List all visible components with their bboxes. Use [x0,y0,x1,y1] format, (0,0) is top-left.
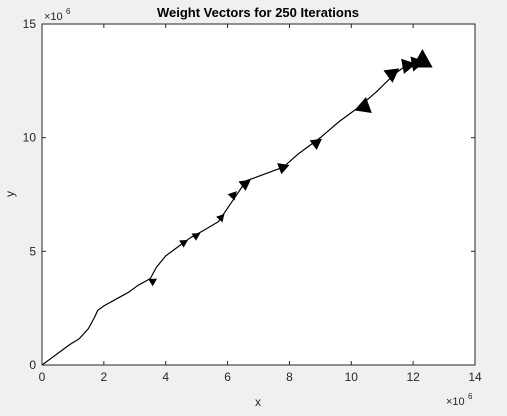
ticks: 0 2 4 6 8 10 12 14 0 5 10 15 [23,17,482,384]
x-tick-label-3: 6 [224,370,231,384]
y-tick-label-1: 5 [29,244,36,258]
x-axis-label: x [255,395,261,409]
x-exponent-power: 6 [468,392,473,401]
y-tick-label-2: 10 [23,131,37,145]
arrow-head-0 [148,278,158,287]
x-tick-label-7: 14 [468,370,482,384]
arrow-head-9 [383,68,400,83]
arrow-head-6 [277,163,290,175]
y-tick-label-0: 0 [29,358,36,372]
x-exponent-base: ×10 [446,396,465,408]
arrow-head-1 [179,239,188,248]
y-exponent-base: ×10 [44,11,63,23]
y-exponent-label: ×10 6 [44,7,71,23]
x-tick-label-2: 4 [162,370,169,384]
arrow-head-8 [354,97,372,114]
arrow-head-7 [309,138,322,151]
axes-box [41,23,476,366]
y-axis-label: y [3,191,17,197]
arrow-head-12 [412,49,433,68]
arrow-head-4 [227,191,237,201]
x-tick-label-6: 12 [406,370,420,384]
chart-title: Weight Vectors for 250 Iterations [157,5,359,20]
x-tick-label-5: 10 [345,370,359,384]
x-tick-label-0: 0 [39,370,46,384]
x-tick-label-1: 2 [101,370,108,384]
arrow-head-3 [216,213,225,223]
y-exponent-power: 6 [66,7,71,16]
x-exponent-label: ×10 6 [446,392,473,408]
plot-content [41,49,433,366]
arrow-head-2 [191,233,201,241]
y-tick-label-3: 15 [23,17,37,31]
arrow-head-5 [238,179,251,191]
plot-area [42,24,475,365]
x-tick-label-4: 8 [286,370,293,384]
